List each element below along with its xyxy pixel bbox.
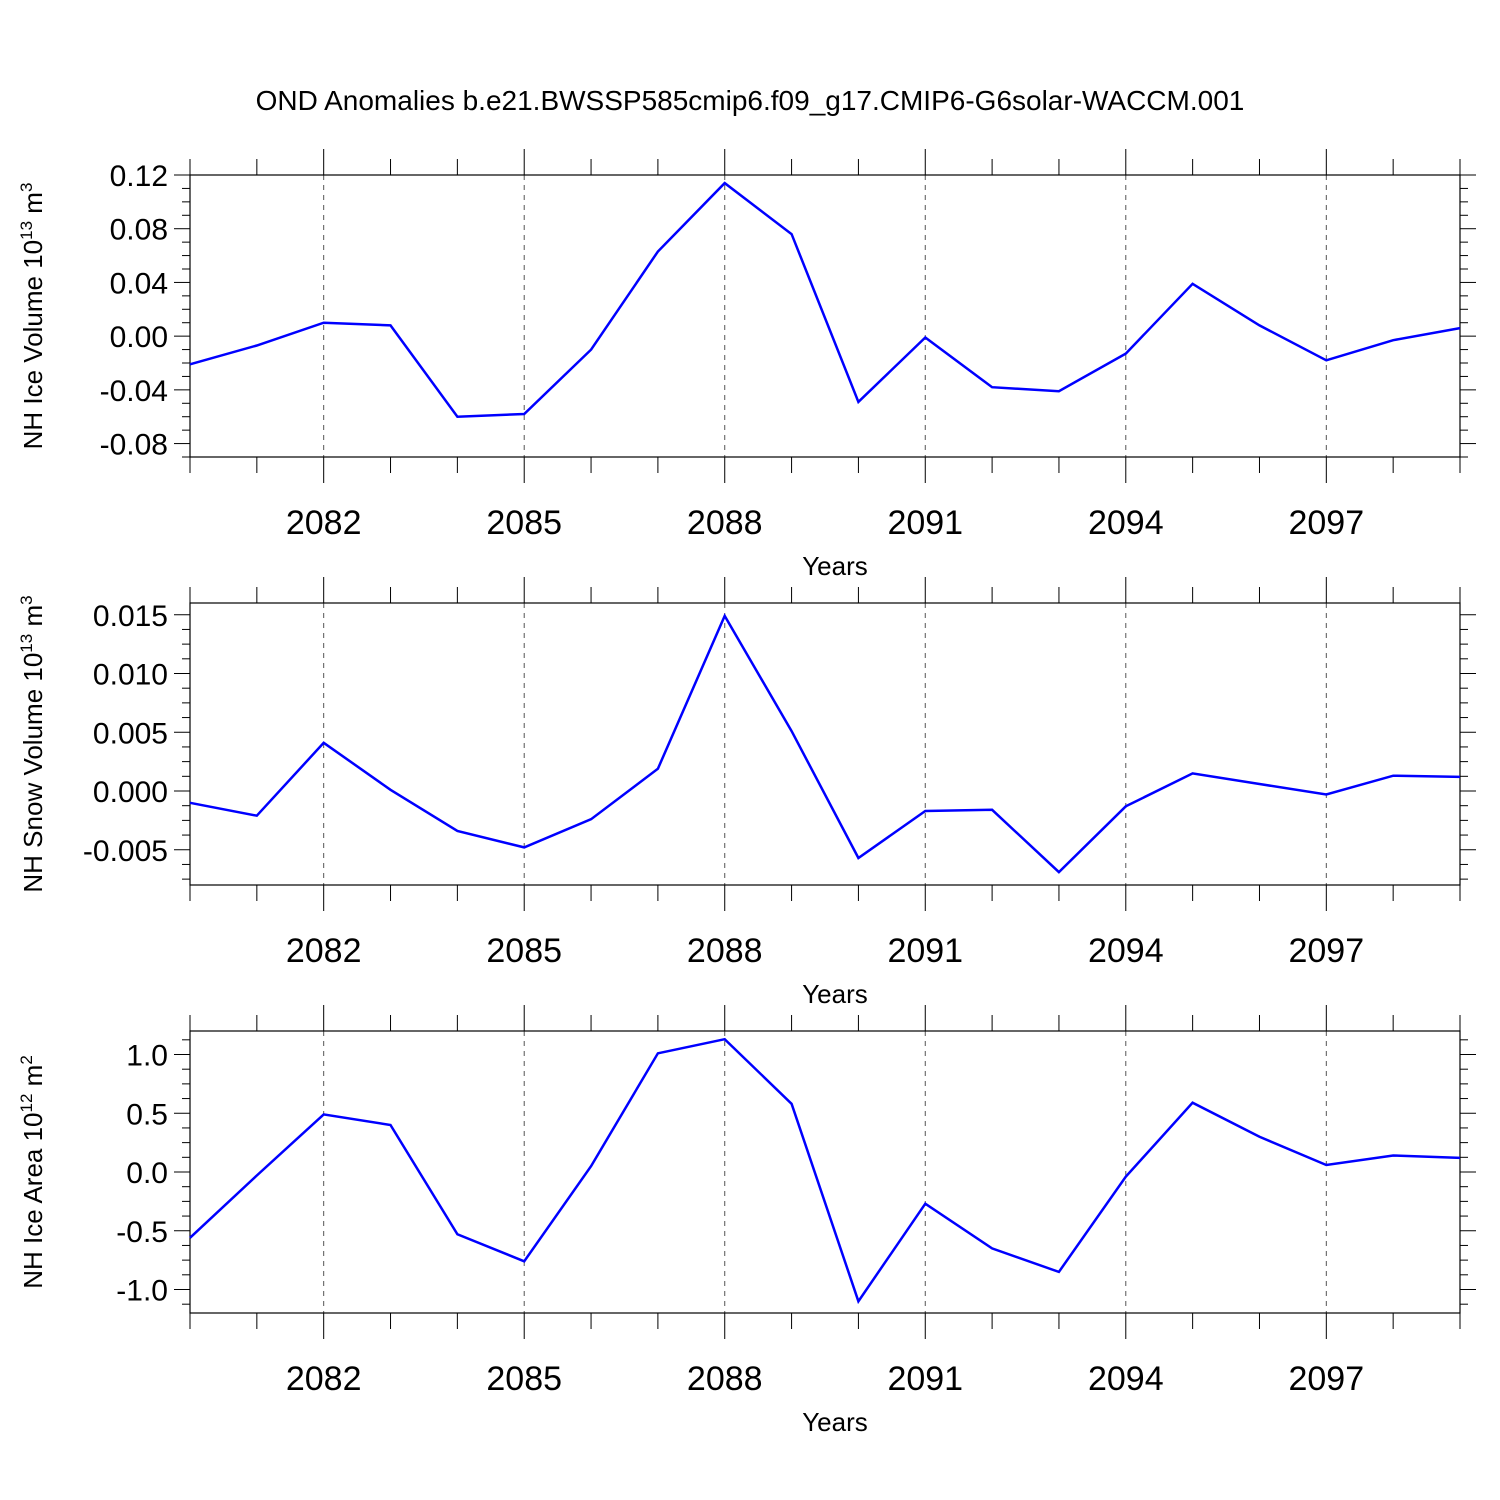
y-tick-label: 0.000 [93, 776, 168, 809]
y-tick-label: -0.04 [100, 375, 168, 408]
panel-2: -0.005 0.000 0.005 0.010 0.015 2082 2085 2088 20… [17, 577, 1476, 1009]
plot-frame [189, 602, 1461, 886]
y-tick-label: 1.0 [126, 1040, 168, 1073]
y-tick-label: 0.010 [93, 659, 168, 692]
y-tick-label: 0.0 [126, 1157, 168, 1190]
x-tick-label: 2091 [887, 932, 963, 970]
x-tick-label: 2094 [1088, 504, 1164, 542]
y-tick-label: 0.08 [110, 214, 168, 247]
y-tick-label: 0.12 [110, 160, 168, 193]
plot-frame [189, 174, 1461, 458]
series-line [189, 181, 1461, 418]
x-tick-label: 2082 [286, 504, 362, 542]
y-tick-label: 0.015 [93, 600, 168, 633]
y-tick-label: 0.5 [126, 1098, 168, 1131]
x-tick-label: 2085 [486, 504, 562, 542]
y-tick-label: -0.08 [100, 429, 168, 462]
x-tick-label: 2094 [1088, 1360, 1164, 1398]
panel-3: -1.0 -0.5 0.0 0.5 1.0 2082 2085 2088 2091 2094 209… [17, 1005, 1476, 1437]
figure-title: OND Anomalies b.e21.BWSSP585cmip6.f09_g1… [256, 85, 1245, 116]
y-tick-label: -0.5 [116, 1216, 168, 1249]
x-tick-label: 2097 [1288, 504, 1364, 542]
x-tick-label: 2097 [1288, 932, 1364, 970]
series-line [189, 1037, 1461, 1305]
x-tick-label: 2094 [1088, 932, 1164, 970]
series-line [189, 613, 1461, 874]
x-tick-label: 2082 [286, 932, 362, 970]
x-tick-label: 2088 [687, 932, 763, 970]
y-tick-label: -1.0 [116, 1275, 168, 1308]
plot-frame [189, 1030, 1461, 1314]
x-tick-label: 2097 [1288, 1360, 1364, 1398]
x-axis-label: Years [802, 979, 868, 1009]
x-tick-label: 2088 [687, 504, 763, 542]
y-tick-label: 0.00 [110, 321, 168, 354]
panel-1: -0.08 -0.04 0.00 0.04 0.08 0.12 2082 2085 2088 20… [17, 149, 1476, 581]
x-tick-label: 2088 [687, 1360, 763, 1398]
y-axis-label: NH Ice Volume 1013 m3 [17, 183, 48, 450]
x-tick-label: 2091 [887, 1360, 963, 1398]
x-tick-label: 2082 [286, 1360, 362, 1398]
x-tick-label: 2091 [887, 504, 963, 542]
x-tick-label: 2085 [486, 1360, 562, 1398]
y-tick-label: 0.005 [93, 717, 168, 750]
y-axis-label: NH Snow Volume 1013 m3 [17, 595, 48, 892]
y-axis-label: NH Ice Area 1012 m2 [17, 1055, 48, 1289]
x-axis-label: Years [802, 551, 868, 581]
x-tick-label: 2085 [486, 932, 562, 970]
y-tick-label: 0.04 [110, 267, 168, 300]
y-tick-label: -0.005 [83, 835, 168, 868]
x-axis-label: Years [802, 1407, 868, 1437]
